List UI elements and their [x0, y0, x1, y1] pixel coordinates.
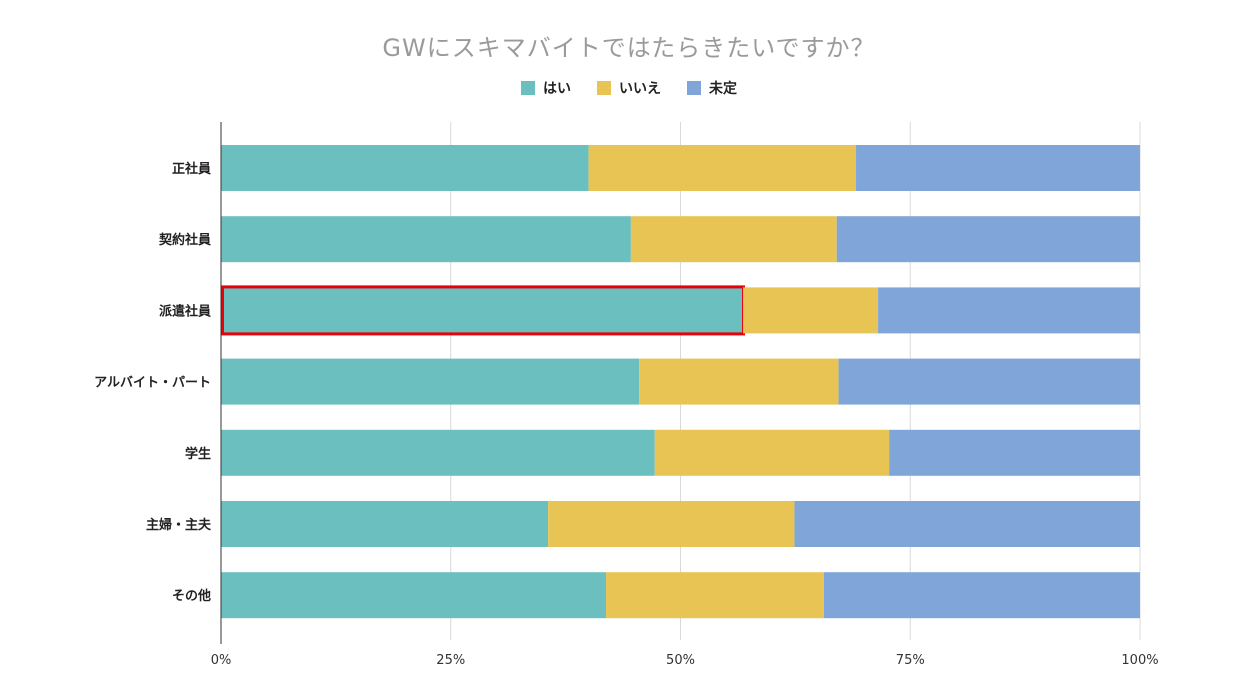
y-category-label: アルバイト・パート — [94, 376, 211, 391]
legend-swatch-undecided — [687, 81, 701, 95]
x-tick-label: 25% — [436, 653, 465, 668]
bar-segment — [823, 572, 1140, 619]
chart-title: GWにスキマバイトではたらきたいですか？ — [382, 34, 876, 62]
legend-item-undecided: 未定 — [687, 78, 737, 98]
bar-segment — [606, 572, 824, 619]
bar-segment — [742, 287, 879, 334]
bar-segment — [856, 145, 1140, 191]
bar-segment — [221, 145, 589, 191]
legend-swatch-no — [597, 81, 611, 95]
bar-segment — [639, 358, 839, 405]
y-category-label: 主婦・主夫 — [146, 517, 212, 533]
bar-segment — [889, 429, 1140, 476]
legend-label-yes: はい — [543, 81, 571, 97]
bar-segment — [221, 216, 631, 263]
y-category-label: 学生 — [185, 446, 211, 462]
legend-label-undecided: 未定 — [709, 81, 737, 97]
legend-swatch-yes — [521, 81, 535, 95]
legend-label-no: いいえ — [619, 81, 661, 97]
bar-segment — [838, 358, 1140, 405]
bar-segment — [630, 216, 837, 263]
legend: はい いいえ 未定 — [0, 78, 1258, 98]
y-category-label: その他 — [172, 588, 211, 604]
bar-segment — [221, 572, 607, 619]
bar-segment — [548, 501, 795, 547]
bar-segment — [588, 145, 857, 191]
y-category-label: 正社員 — [172, 161, 211, 177]
bar-segment — [221, 358, 640, 405]
y-category-label: 派遣社員 — [159, 303, 211, 319]
y-category-label: 契約社員 — [158, 232, 211, 248]
bar-segment — [794, 501, 1140, 547]
bar-segment — [836, 216, 1140, 263]
legend-item-yes: はい — [521, 78, 571, 98]
bar-segment — [878, 287, 1140, 334]
bar-segment — [654, 429, 890, 476]
bar-segment — [221, 501, 549, 547]
bar-segment — [221, 287, 743, 334]
x-tick-label: 0% — [211, 653, 232, 668]
x-tick-label: 100% — [1121, 653, 1158, 668]
legend-item-no: いいえ — [597, 78, 661, 98]
x-tick-label: 75% — [896, 653, 925, 668]
x-tick-label: 50% — [666, 653, 695, 668]
bar-segment — [221, 429, 655, 476]
